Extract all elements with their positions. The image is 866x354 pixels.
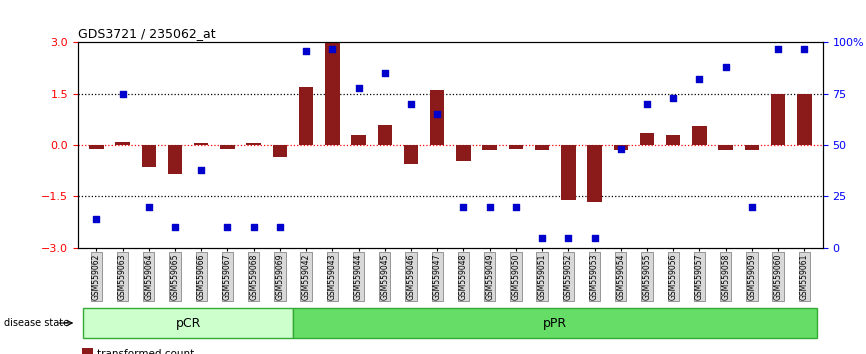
Bar <box>325 42 339 145</box>
Bar <box>614 145 628 150</box>
Bar <box>404 145 418 164</box>
Bar <box>194 143 209 145</box>
Bar <box>273 145 287 157</box>
Bar <box>719 145 733 150</box>
Bar <box>745 145 759 150</box>
Point <box>89 216 103 222</box>
Point <box>588 235 602 240</box>
Bar <box>508 145 523 149</box>
Point <box>693 76 707 82</box>
Bar <box>89 145 104 149</box>
Bar <box>168 145 182 174</box>
Bar <box>587 145 602 201</box>
Bar <box>666 135 681 145</box>
Point <box>772 46 785 51</box>
Point <box>509 204 523 210</box>
Point <box>535 235 549 240</box>
Point <box>640 101 654 107</box>
Point <box>745 204 759 210</box>
Text: disease state: disease state <box>4 318 69 328</box>
Bar <box>81 348 93 354</box>
Bar <box>115 142 130 145</box>
Bar <box>456 145 470 161</box>
Point <box>221 224 235 230</box>
Point <box>168 224 182 230</box>
Bar <box>535 145 549 150</box>
Bar <box>83 308 293 338</box>
Point <box>482 204 496 210</box>
Point <box>115 91 129 97</box>
Point <box>561 235 575 240</box>
Bar <box>299 87 313 145</box>
Text: pPR: pPR <box>543 316 567 330</box>
Point <box>798 46 811 51</box>
Bar <box>247 143 261 145</box>
Point <box>142 204 156 210</box>
Bar <box>378 125 392 145</box>
Point <box>456 204 470 210</box>
Bar <box>430 90 444 145</box>
Point <box>378 70 391 76</box>
Bar <box>352 135 365 145</box>
Point <box>404 101 418 107</box>
Point <box>299 48 313 53</box>
Bar <box>692 126 707 145</box>
Bar <box>797 94 811 145</box>
Point <box>430 112 444 117</box>
Point <box>352 85 365 91</box>
Bar <box>220 145 235 149</box>
Point <box>273 224 287 230</box>
Bar <box>771 94 785 145</box>
Point <box>194 167 208 173</box>
Point <box>614 147 628 152</box>
Bar <box>561 145 576 200</box>
Point <box>326 46 339 51</box>
Text: transformed count: transformed count <box>97 349 194 354</box>
Text: pCR: pCR <box>176 316 201 330</box>
Point <box>666 95 680 101</box>
Bar <box>640 133 654 145</box>
Bar <box>293 308 818 338</box>
Bar <box>141 145 156 167</box>
Bar <box>482 145 497 150</box>
Text: GDS3721 / 235062_at: GDS3721 / 235062_at <box>78 27 216 40</box>
Point <box>719 64 733 70</box>
Point <box>247 224 261 230</box>
